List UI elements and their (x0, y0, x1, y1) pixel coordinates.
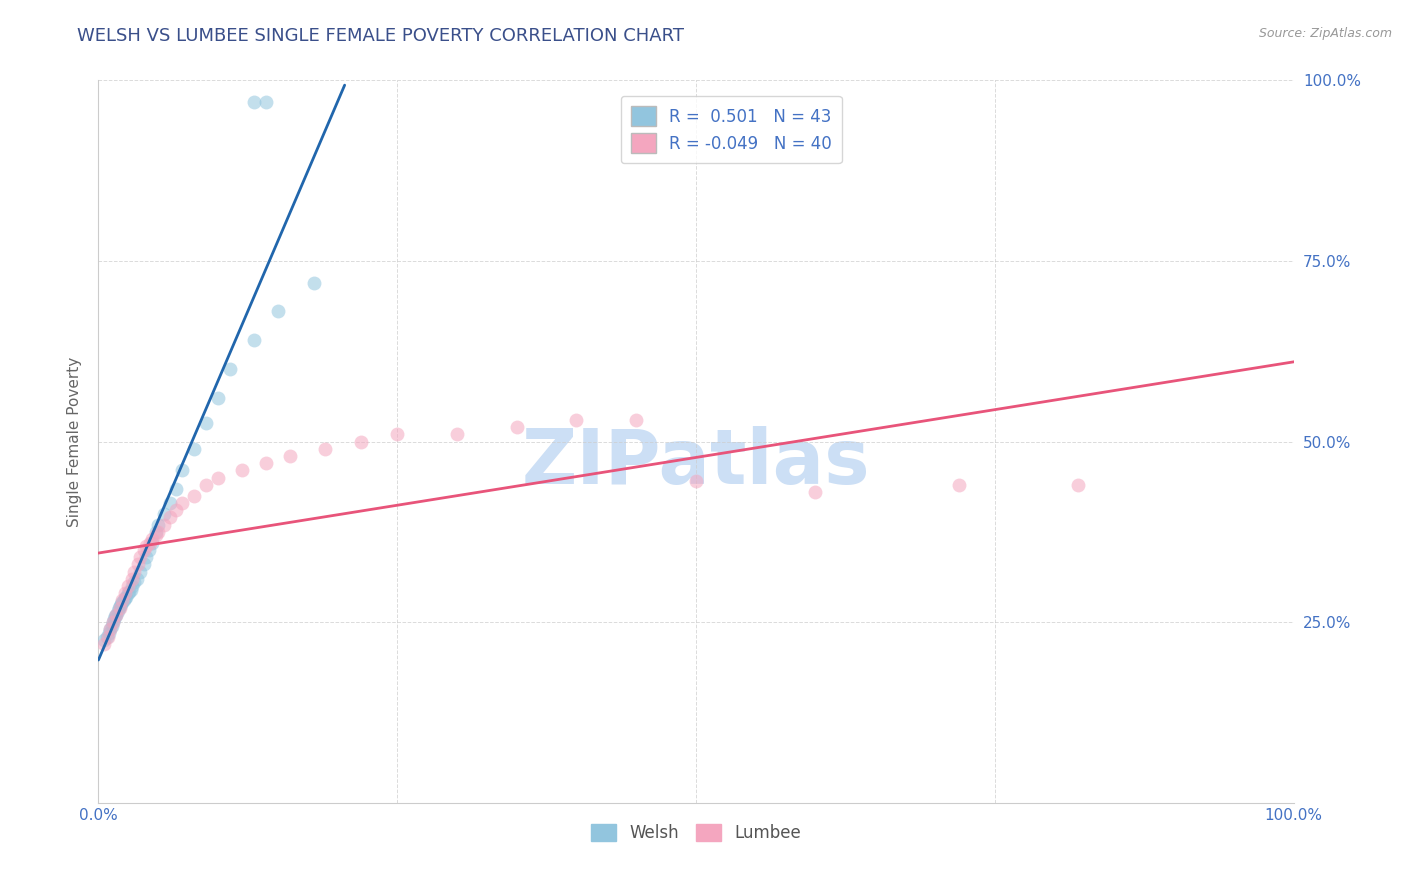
Point (127, 558, 149, 572)
Point (948, 478, 970, 492)
Point (104, 609, 127, 624)
Text: WELSH VS LUMBEE SINGLE FEMALE POVERTY CORRELATION CHART: WELSH VS LUMBEE SINGLE FEMALE POVERTY CO… (77, 27, 685, 45)
Point (114, 591, 136, 606)
Point (129, 565, 152, 579)
Point (145, 528, 167, 542)
Point (105, 607, 128, 622)
Point (121, 579, 143, 593)
Point (183, 442, 205, 456)
Point (172, 496, 194, 510)
Point (254, 456, 277, 470)
Point (565, 413, 588, 427)
Point (254, 95, 277, 109)
Point (111, 595, 134, 609)
Point (172, 463, 194, 477)
Point (207, 470, 229, 484)
Point (96, 630, 118, 644)
Point (153, 517, 176, 532)
Point (101, 615, 124, 630)
Point (98, 623, 122, 637)
Point (135, 539, 157, 553)
Point (626, 413, 648, 427)
Point (129, 550, 152, 565)
Point (112, 593, 135, 607)
Point (141, 532, 163, 546)
Point (183, 489, 205, 503)
Point (98, 623, 122, 637)
Point (117, 579, 139, 593)
Point (124, 565, 146, 579)
Point (278, 449, 301, 463)
Point (98, 626, 121, 640)
Point (145, 524, 167, 539)
Point (107, 600, 129, 615)
Point (115, 590, 138, 604)
Point (302, 276, 325, 290)
Point (685, 475, 707, 489)
Point (350, 434, 373, 449)
Point (110, 597, 132, 611)
Point (385, 427, 409, 442)
Point (195, 478, 218, 492)
Point (108, 600, 131, 615)
Point (108, 599, 131, 614)
Point (124, 575, 146, 590)
Point (195, 417, 218, 431)
Point (243, 334, 266, 348)
Point (125, 572, 148, 586)
Point (138, 542, 160, 557)
Y-axis label: Single Female Poverty: Single Female Poverty (67, 357, 83, 526)
Point (111, 593, 134, 607)
Point (118, 584, 141, 599)
Point (159, 510, 181, 524)
Point (135, 550, 157, 565)
Point (107, 604, 129, 618)
Point (93, 637, 115, 651)
Point (506, 420, 529, 434)
Point (105, 607, 128, 622)
Point (93, 633, 115, 648)
Point (114, 586, 136, 600)
Point (165, 482, 187, 496)
Point (139, 535, 162, 549)
Point (1067, 478, 1090, 492)
Point (103, 611, 125, 625)
Point (100, 619, 122, 633)
Point (97, 630, 120, 644)
Text: ZIPatlas: ZIPatlas (522, 426, 870, 500)
Point (165, 503, 187, 517)
Point (207, 391, 229, 405)
Point (120, 582, 142, 597)
Point (117, 586, 139, 600)
Point (315, 442, 337, 456)
Point (132, 558, 155, 572)
Point (101, 615, 124, 630)
Point (267, 304, 290, 318)
Point (132, 542, 155, 557)
Point (446, 427, 468, 442)
Point (243, 95, 266, 109)
Point (153, 507, 176, 521)
Point (148, 517, 170, 532)
Point (231, 463, 253, 477)
Point (219, 362, 242, 376)
Point (159, 496, 181, 510)
Legend: Welsh, Lumbee: Welsh, Lumbee (585, 817, 807, 848)
Point (804, 485, 827, 500)
Point (148, 524, 170, 539)
Point (121, 572, 143, 586)
Text: Source: ZipAtlas.com: Source: ZipAtlas.com (1258, 27, 1392, 40)
Point (141, 535, 163, 549)
